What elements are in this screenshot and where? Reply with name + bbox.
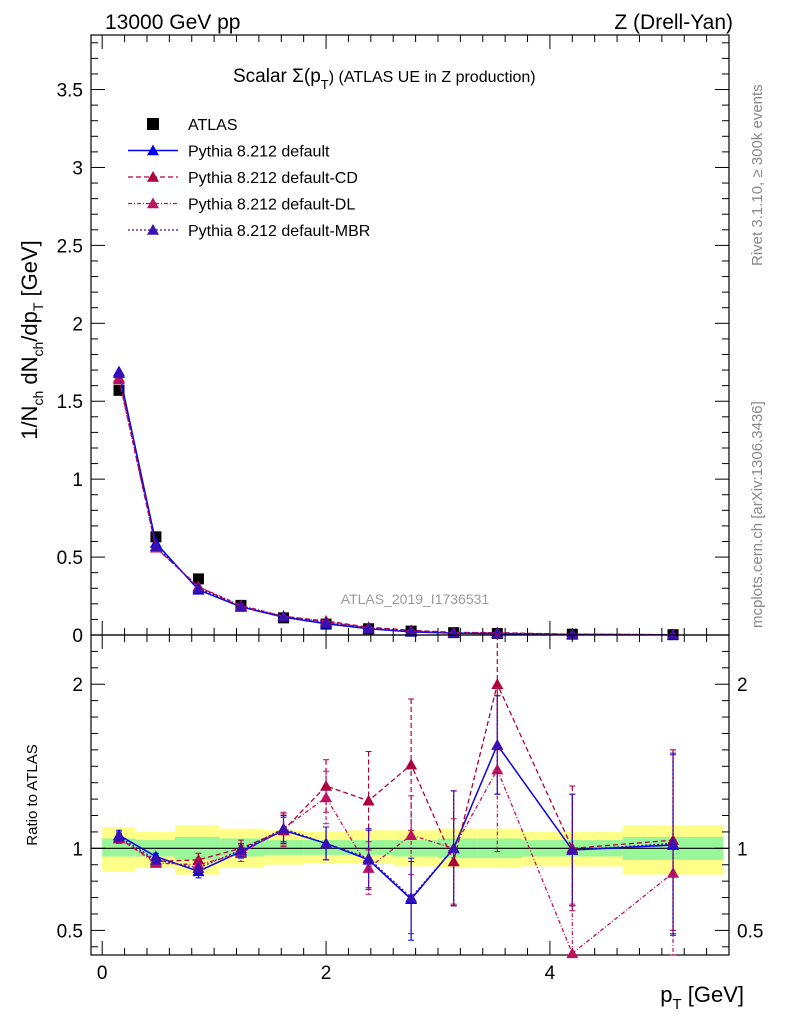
- ratio-y-tick-label-right: 0.5: [737, 921, 763, 942]
- ratio-series-point: [112, 830, 125, 842]
- x-axis-label: pT [GeV]: [660, 982, 744, 1013]
- mc-series-point: [667, 628, 680, 640]
- ratio-series-point: [405, 891, 418, 903]
- mc-series-point: [277, 610, 290, 622]
- main-frame: [90, 34, 730, 636]
- legend-label: ATLAS: [188, 117, 238, 134]
- mc-series-point: [149, 540, 162, 551]
- mc-series-point: [405, 625, 418, 636]
- legend-label: Pythia 8.212 default-DL: [188, 197, 355, 214]
- main-y-tick-label: 3.5: [57, 81, 83, 102]
- ratio-series-point: [405, 758, 418, 770]
- ratio-series-point: [667, 837, 680, 849]
- ratio-band-green: [348, 840, 394, 855]
- main-y-tick-label: 1: [72, 470, 83, 491]
- ratio-y-axis-label: Ratio to ATLAS: [24, 744, 41, 845]
- mc-series-line: [118, 373, 674, 636]
- atlas-data-point: [192, 573, 204, 585]
- atlas-data-point: [113, 384, 125, 396]
- analysis-watermark: ATLAS_2019_I1736531: [341, 591, 490, 607]
- header-left: 13000 GeV pp: [105, 11, 240, 34]
- main-y-tick-label: 0: [72, 626, 83, 647]
- ratio-series-point: [277, 822, 290, 834]
- ratio-series-point: [491, 738, 504, 750]
- legend-label: Pythia 8.212 default-CD: [188, 170, 358, 187]
- mc-series-point: [234, 600, 247, 611]
- ratio-series-point: [566, 843, 579, 855]
- mc-series-point: [320, 616, 333, 628]
- ratio-series-point: [362, 794, 375, 806]
- ratio-series-point: [362, 852, 375, 863]
- ratio-series-point: [405, 829, 418, 841]
- main-y-tick-label: 2: [72, 314, 83, 335]
- main-y-axis-label: 1/Nch dNch/dpT [GeV]: [17, 240, 46, 440]
- ratio-y-tick-label: 2: [72, 675, 83, 696]
- x-tick-label: 0: [97, 963, 108, 984]
- legend-marker: [147, 197, 159, 209]
- mc-series-line: [118, 377, 674, 636]
- mc-series-point: [362, 621, 375, 633]
- ratio-y-tick-label-right: 2: [737, 675, 748, 696]
- ratio-series-line: [118, 682, 674, 864]
- legend-marker: [147, 171, 159, 182]
- ratio-series-point: [320, 837, 333, 849]
- ratio-series-point: [320, 779, 333, 791]
- legend-marker: [147, 224, 159, 235]
- header-right: Z (Drell-Yan): [614, 11, 733, 34]
- main-y-tick-label: 0.5: [57, 548, 83, 569]
- ratio-series-point: [566, 947, 579, 959]
- main-y-tick-label: 2.5: [57, 236, 83, 257]
- ratio-band-green: [264, 840, 304, 855]
- legend-marker-atlas: [147, 118, 159, 130]
- ratio-series-line: [118, 743, 674, 901]
- ratio-series-point: [362, 862, 375, 873]
- main-y-tick-label: 3: [72, 158, 83, 179]
- ratio-series-point: [447, 842, 460, 854]
- ratio-y-tick-label-right: 1: [737, 839, 748, 860]
- ratio-series-point: [491, 678, 504, 690]
- mc-series-point: [112, 373, 125, 385]
- x-tick-label: 4: [545, 963, 556, 984]
- mc-series-point: [112, 367, 125, 378]
- side-text-rivet: Rivet 3.1.10, ≥ 300k events: [749, 84, 766, 266]
- ratio-series-line: [118, 743, 674, 899]
- ratio-series-point: [667, 866, 680, 878]
- ratio-frame: [90, 634, 730, 956]
- side-text-mcplots: mcplots.cern.ch [arXiv:1306.3436]: [749, 401, 766, 628]
- ratio-y-tick-label: 1: [72, 839, 83, 860]
- x-tick-label: 2: [321, 963, 332, 984]
- legend-marker: [147, 144, 159, 156]
- legend-label: Pythia 8.212 default: [188, 144, 330, 161]
- mc-series-line: [118, 379, 674, 636]
- ratio-y-tick-label: 0.5: [57, 921, 83, 942]
- ratio-series-point: [320, 791, 333, 803]
- main-y-tick-label: 1.5: [57, 392, 83, 413]
- mc-series-point: [566, 628, 579, 640]
- atlas-data-point: [150, 531, 162, 543]
- legend-label: Pythia 8.212 default-MBR: [188, 223, 370, 240]
- ratio-series-point: [192, 862, 205, 873]
- mc-series-point: [192, 582, 205, 594]
- ratio-series-point: [234, 843, 247, 855]
- plot-title: Scalar Σ(pT) (ATLAS UE in Z production): [233, 66, 536, 92]
- ratio-series-point: [149, 853, 162, 865]
